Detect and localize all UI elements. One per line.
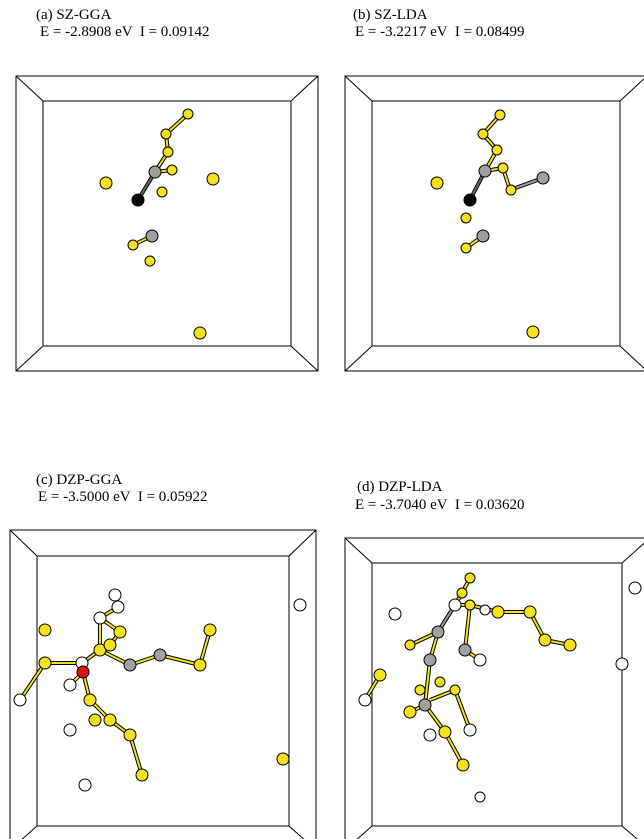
atom-red [76, 665, 90, 679]
atom-yellow [113, 625, 127, 639]
atom-white [388, 607, 402, 621]
atom-yellow [403, 705, 417, 719]
atom-yellow [276, 752, 290, 766]
atom-yellow [497, 162, 509, 174]
atom-yellow [494, 109, 506, 121]
atom-white [358, 693, 372, 707]
panel-c-box [9, 529, 317, 839]
atom-white [63, 678, 77, 692]
atom-white [628, 581, 642, 595]
panel-d-energy: E = -3.7040 eV I = 0.03620 [355, 497, 525, 513]
atom-white [111, 600, 125, 614]
atom-yellow [526, 325, 540, 339]
atom-white [78, 778, 92, 792]
atom-yellow [38, 656, 52, 670]
atom-white [474, 791, 486, 803]
atom-yellow [103, 638, 117, 652]
atom-yellow [103, 713, 117, 727]
atom-yellow [477, 128, 489, 140]
atom-yellow [523, 605, 537, 619]
atom-yellow [38, 623, 52, 637]
atom-black [131, 193, 145, 207]
atom-yellow [449, 684, 461, 696]
atom-yellow [166, 164, 178, 176]
atom-white [108, 588, 122, 602]
atom-yellow [434, 676, 446, 688]
atom-gray [431, 625, 445, 639]
bond-fill [19, 662, 46, 701]
atom-gray [536, 171, 550, 185]
atom-yellow [404, 639, 416, 651]
atom-yellow [464, 599, 476, 611]
atom-yellow [373, 668, 387, 682]
atom-yellow [491, 605, 505, 619]
atom-gray [418, 698, 432, 712]
atom-white [93, 611, 107, 625]
atom-yellow [156, 186, 168, 198]
atom-yellow [193, 326, 207, 340]
atom-gray [476, 229, 490, 243]
atom-yellow [127, 239, 139, 251]
atom-white [448, 598, 462, 612]
panel-d-box [344, 537, 644, 839]
atom-white [293, 598, 307, 612]
atom-yellow [193, 658, 207, 672]
atom-yellow [162, 146, 174, 158]
atom-yellow [460, 212, 472, 224]
atom-yellow [182, 108, 194, 120]
atom-gray [148, 165, 162, 179]
panel-d-label: (d) DZP-LDA [357, 479, 443, 495]
atom-gray [153, 648, 167, 662]
bonds [18, 112, 571, 776]
panel-b-box [344, 75, 644, 372]
atom-yellow [206, 172, 220, 186]
atom-white [63, 723, 77, 737]
atom-gray [478, 164, 492, 178]
atom-yellow [491, 144, 503, 156]
atoms [13, 108, 642, 803]
bond-fill [464, 604, 471, 651]
atom-yellow [414, 684, 426, 696]
atom-yellow [538, 633, 552, 647]
panel-b-label: (b) SZ-LDA [353, 7, 428, 23]
atom-yellow [456, 758, 470, 772]
atom-yellow [88, 713, 102, 727]
atom-white [463, 723, 477, 737]
bond-fill [424, 659, 431, 706]
atom-white [615, 657, 629, 671]
atom-gray [423, 653, 437, 667]
atom-yellow [135, 768, 149, 782]
atom-yellow [460, 242, 472, 254]
atom-yellow [83, 693, 97, 707]
atom-yellow [123, 728, 137, 742]
panel-a-label: (a) SZ-GGA [36, 7, 112, 23]
atom-white [479, 604, 491, 616]
atom-black [463, 193, 477, 207]
atom-yellow [456, 587, 468, 599]
atom-yellow [99, 176, 113, 190]
atom-yellow [563, 638, 577, 652]
atom-white [13, 693, 27, 707]
panel-c-label: (c) DZP-GGA [36, 472, 123, 488]
atom-yellow [464, 572, 476, 584]
panel-a-box [15, 75, 319, 372]
atom-white [423, 728, 437, 742]
bond-fill [129, 734, 143, 776]
bond-fill [159, 654, 201, 666]
bond-fill [454, 689, 471, 731]
atom-yellow [144, 255, 156, 267]
panel-b-energy: E = -3.2217 eV I = 0.08499 [355, 24, 525, 40]
panel-a-energy: E = -2.8908 eV I = 0.09142 [40, 24, 210, 40]
atom-yellow [430, 176, 444, 190]
atom-yellow [160, 128, 172, 140]
atom-yellow [505, 184, 517, 196]
panel-c-energy: E = -3.5000 eV I = 0.05922 [38, 489, 208, 505]
atom-gray [458, 643, 472, 657]
atom-white [473, 653, 487, 667]
atom-gray [123, 658, 137, 672]
atom-yellow [203, 623, 217, 637]
atom-gray [145, 229, 159, 243]
atom-yellow [438, 725, 452, 739]
